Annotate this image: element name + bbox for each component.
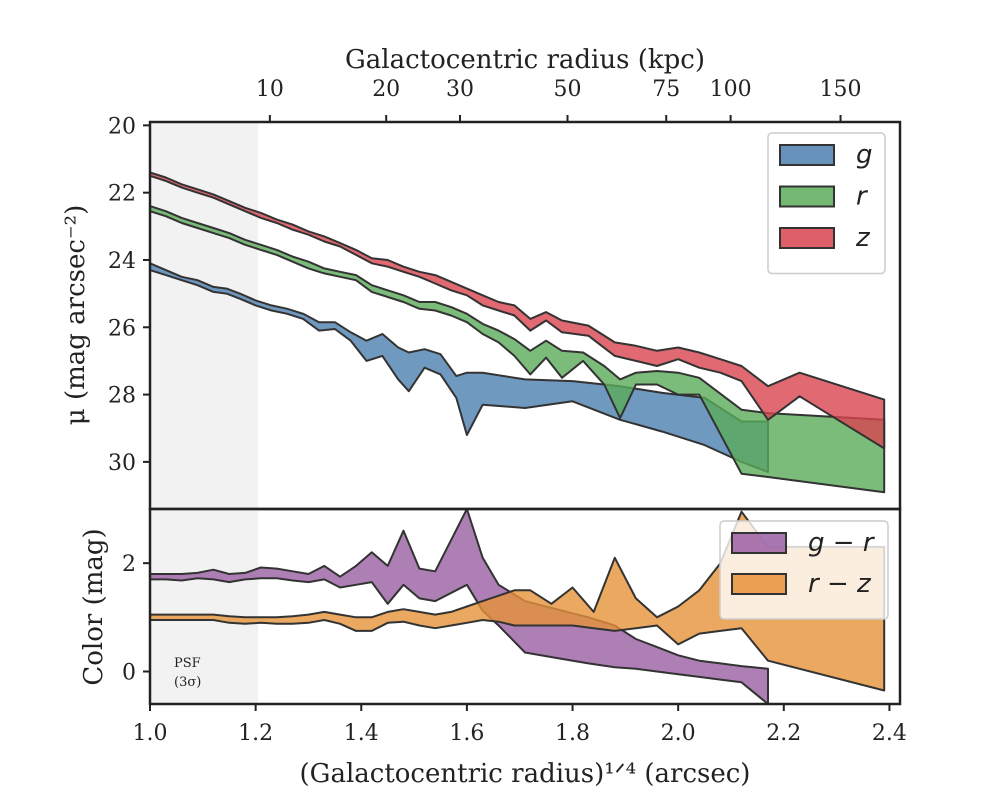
x-tick-label: 1.8 — [555, 721, 590, 746]
psf-shaded-region-bottom — [150, 509, 259, 704]
psf-label: PSF — [174, 656, 201, 671]
band-r-z — [150, 510, 886, 692]
y-axis-title-bottom: Color (mag) — [79, 528, 109, 685]
y-axis-ticks-bottom: 02 — [122, 552, 150, 686]
top-tick-label: 10 — [256, 77, 284, 102]
surface-brightness-bands — [150, 171, 886, 494]
color-panel: 02 1.0 1.2 1.4 1.6 1.8 2.0 2.2 2.4 (Galactocent… — [79, 507, 907, 789]
y-tick-label: 24 — [108, 249, 136, 274]
legend-bottom: g − r r − z — [719, 520, 889, 620]
top-axis-title: Galactocentric radius (kpc) — [345, 45, 705, 75]
legend-label-r-z: r − z — [808, 569, 872, 599]
bottom-panel-frame — [148, 507, 902, 706]
surface-brightness-panel: 20 22 24 26 28 30 10 20 30 50 75 100 150 Galactocen… — [61, 45, 902, 511]
legend-top: grz — [767, 132, 886, 275]
top-tick-label: 20 — [372, 77, 400, 102]
x-tick-label: 2.0 — [661, 721, 696, 746]
y-tick-label: 26 — [108, 316, 136, 341]
legend-swatch-z — [779, 227, 835, 249]
legend-label-g-r: g − r — [808, 528, 876, 558]
top-tick-label: 50 — [554, 77, 582, 102]
top-tick-label: 75 — [652, 77, 680, 102]
x-tick-label: 1.6 — [449, 721, 484, 746]
legend-label-g: g — [856, 140, 873, 170]
x-tick-label: 1.2 — [238, 721, 273, 746]
x-axis-title: (Galactocentric radius)¹ᐟ⁴ (arcsec) — [300, 759, 751, 789]
top-x-axis-ticks: 10 20 30 50 75 100 150 — [256, 77, 862, 122]
y-tick-label: 30 — [108, 451, 136, 476]
psf-shaded-region-top — [150, 122, 259, 509]
legend-swatch-g — [779, 144, 835, 166]
y-axis-title-top: μ (mag arcsec⁻²) — [61, 205, 91, 425]
top-tick-label: 30 — [446, 77, 474, 102]
x-tick-label: 2.4 — [872, 721, 907, 746]
x-tick-label: 1.0 — [133, 721, 168, 746]
band-r — [150, 205, 886, 494]
x-tick-label: 1.4 — [344, 721, 379, 746]
legend-label-r: r — [856, 182, 869, 212]
y-tick-label: 0 — [122, 661, 136, 686]
top-tick-label: 150 — [820, 77, 862, 102]
y-tick-label: 2 — [122, 552, 136, 577]
legend-swatch-g-r — [731, 532, 787, 554]
top-tick-label: 100 — [710, 77, 752, 102]
y-tick-label: 20 — [108, 114, 136, 139]
x-tick-label: 2.2 — [766, 721, 801, 746]
y-tick-label: 22 — [108, 182, 136, 207]
band-z — [150, 171, 886, 450]
legend-swatch-r — [779, 185, 835, 208]
legend-swatch-r-z — [731, 573, 787, 595]
psf-sigma-label: (3σ) — [174, 675, 201, 690]
band-g-r — [150, 509, 769, 704]
legend-label-z: z — [855, 223, 871, 253]
color-bands — [150, 509, 886, 704]
x-axis-ticks: 1.0 1.2 1.4 1.6 1.8 2.0 2.2 2.4 — [133, 704, 907, 746]
y-axis-ticks-top: 20 22 24 26 28 30 — [108, 114, 150, 476]
y-tick-label: 28 — [108, 384, 136, 409]
